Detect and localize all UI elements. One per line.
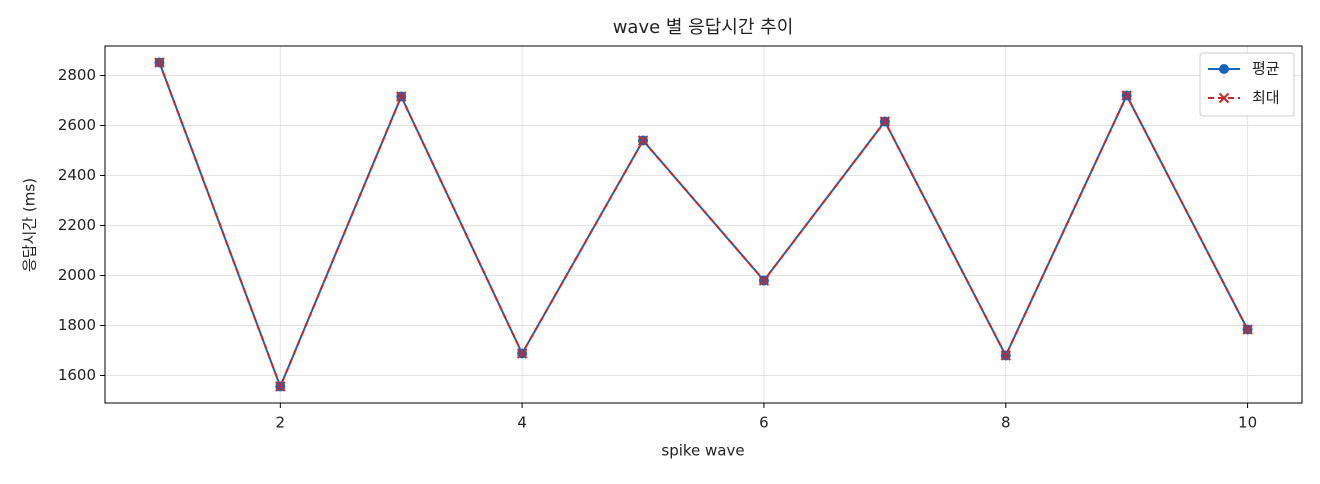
marker <box>758 275 770 286</box>
y-tick-label: 2200 <box>58 216 96 234</box>
y-tick-label: 2000 <box>58 266 96 284</box>
legend-box <box>1199 52 1295 117</box>
marker <box>637 135 649 146</box>
marker <box>1242 324 1253 335</box>
marker <box>516 348 528 359</box>
y-tick-label: 2400 <box>58 166 96 184</box>
x-tick-label: 2 <box>276 414 286 432</box>
y-tick-label: 2600 <box>58 116 96 134</box>
plot-frame <box>104 45 1303 404</box>
marker <box>879 116 891 127</box>
marker <box>396 91 407 102</box>
y-tick-label: 1800 <box>58 316 96 334</box>
series-line <box>158 62 1249 390</box>
legend-label: 평균 <box>1252 60 1280 78</box>
marker <box>1219 64 1229 74</box>
x-tick-label: 4 <box>517 414 527 432</box>
y-axis-label: 응답시간 (ms) <box>21 178 39 272</box>
marker <box>275 381 286 392</box>
y-tick-label: 2800 <box>58 66 96 84</box>
x-tick-label: 6 <box>759 414 769 432</box>
marker <box>1121 90 1132 101</box>
chart-title: wave 별 응답시간 추이 <box>613 17 794 38</box>
marker <box>154 57 165 68</box>
y-tick-label: 1600 <box>58 366 96 384</box>
marker <box>1218 92 1230 104</box>
marker <box>1000 350 1011 361</box>
x-tick-label: 8 <box>1001 414 1011 432</box>
x-axis-label: spike wave <box>661 442 744 460</box>
x-tick-label: 10 <box>1238 414 1257 432</box>
legend-label: 최대 <box>1252 89 1280 107</box>
